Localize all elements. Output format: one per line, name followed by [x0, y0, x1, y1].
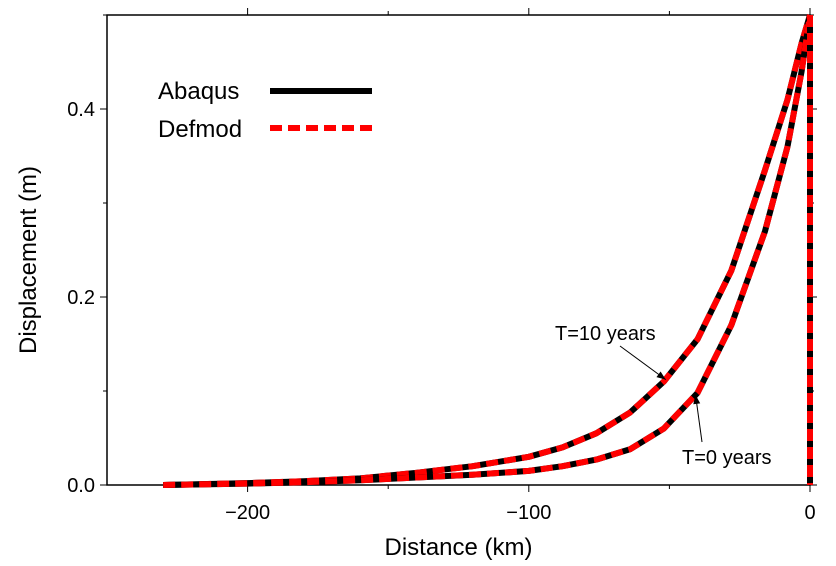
annotation-t10-arrow — [619, 345, 667, 381]
x-tick-label: 0 — [804, 502, 815, 524]
plot-curves — [163, 14, 813, 488]
y-tick-label: 0.0 — [67, 475, 95, 497]
y-tick-label: 0.4 — [67, 99, 95, 121]
annotation-t10: T=10 years — [555, 323, 667, 381]
curve-defmod-t-0-years — [163, 14, 813, 488]
curve-defmod-t-10-years — [163, 14, 813, 488]
annotation-t0: T=0 years — [682, 394, 771, 469]
legend-label-abaqus: Abaqus — [158, 78, 239, 105]
x-axis-title: Distance (km) — [384, 534, 532, 561]
x-tick-label: −100 — [506, 502, 551, 524]
y-axis-title: Displacement (m) — [15, 166, 42, 354]
annotation-t10-arrowhead — [656, 371, 666, 380]
annotation-t0-arrowhead — [693, 394, 701, 405]
x-tick-label: −200 — [225, 502, 270, 524]
annotation-t10-label: T=10 years — [555, 323, 656, 345]
legend: Abaqus Defmod — [158, 78, 372, 143]
y-tick-label: 0.2 — [67, 287, 95, 309]
legend-label-defmod: Defmod — [158, 116, 242, 143]
annotation-t0-label: T=0 years — [682, 447, 771, 469]
axis-ticks: −200 −100 0 0.0 0.2 0.4 — [67, 8, 817, 524]
